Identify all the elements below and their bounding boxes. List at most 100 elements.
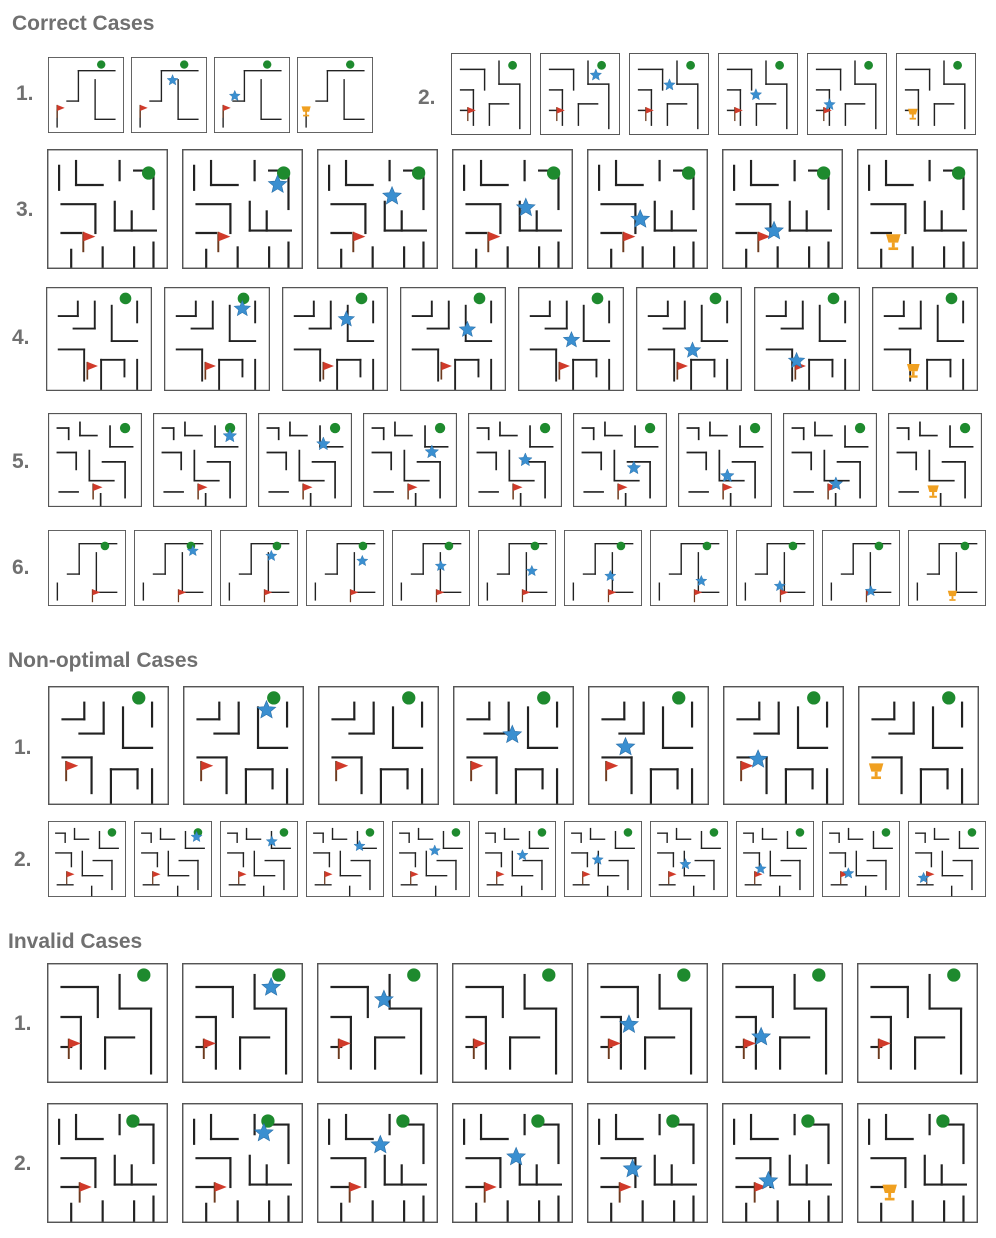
- green-dot-icon: [807, 691, 821, 705]
- maze-frame: [718, 53, 799, 136]
- green-dot-icon: [355, 292, 368, 305]
- red-flag-icon: [606, 760, 619, 771]
- section-title-nonoptimal: Non-optimal Cases: [8, 649, 199, 672]
- blue-star-icon: [190, 830, 203, 842]
- blue-star-icon: [222, 428, 238, 443]
- maze-frame: [318, 686, 440, 806]
- maze-frame: [629, 53, 710, 136]
- maze-border: [587, 1103, 709, 1224]
- blue-star-icon: [337, 310, 356, 327]
- maze-frame: [908, 530, 987, 607]
- maze-frame: [858, 686, 980, 806]
- green-dot-icon: [365, 828, 375, 837]
- green-dot-icon: [358, 541, 368, 551]
- red-flag-icon: [178, 589, 187, 596]
- green-dot-icon: [812, 968, 826, 982]
- maze-frame: [723, 686, 845, 806]
- maze-border: [636, 287, 743, 392]
- maze-border: [858, 686, 980, 806]
- trophy-base: [909, 117, 916, 120]
- green-dot-icon: [237, 292, 250, 305]
- blue-star-icon: [502, 724, 523, 744]
- maze-frame: [48, 821, 127, 898]
- maze-frame: [258, 413, 353, 508]
- trophy-icon: [947, 590, 958, 597]
- trophy-base: [929, 495, 937, 498]
- maze-frame: [453, 686, 575, 806]
- green-dot-icon: [749, 422, 761, 434]
- maze-frame: [214, 57, 291, 134]
- maze-border: [587, 963, 709, 1084]
- green-dot-icon: [775, 60, 784, 70]
- maze-border: [306, 530, 385, 607]
- red-flag-icon: [559, 361, 570, 371]
- maze-frame: [888, 413, 983, 508]
- row-label: 4.: [12, 326, 30, 349]
- blue-star-icon: [720, 468, 735, 483]
- blue-star-icon: [751, 1026, 772, 1046]
- row-label: 1.: [14, 1012, 32, 1035]
- maze-frame: [478, 530, 557, 607]
- green-dot-icon: [942, 691, 956, 705]
- green-dot-icon: [126, 1114, 140, 1128]
- green-dot-icon: [959, 422, 971, 434]
- green-dot-icon: [709, 292, 722, 305]
- green-dot-icon: [854, 422, 866, 434]
- maze-frame: [650, 821, 729, 898]
- maze-frame: [317, 149, 439, 270]
- blue-star-icon: [618, 1014, 639, 1034]
- red-flag-icon: [758, 231, 771, 242]
- maze-frame: [220, 530, 299, 607]
- green-dot-icon: [279, 828, 289, 837]
- maze-frame: [452, 1103, 574, 1224]
- green-dot-icon: [644, 422, 656, 434]
- green-dot-icon: [263, 60, 272, 69]
- maze-frame: [736, 821, 815, 898]
- trophy-icon: [927, 485, 939, 492]
- green-dot-icon: [864, 60, 873, 70]
- green-dot-icon: [591, 292, 604, 305]
- maze-frame: [134, 821, 213, 898]
- maze-border: [297, 57, 374, 134]
- green-dot-icon: [947, 968, 961, 982]
- red-flag-icon: [198, 483, 208, 492]
- maze-frame: [297, 57, 374, 134]
- red-flag-icon: [619, 1182, 632, 1192]
- maze-border: [164, 287, 271, 392]
- green-dot-icon: [945, 292, 958, 305]
- maze-frame: [588, 686, 710, 806]
- green-dot-icon: [539, 422, 551, 434]
- red-flag-icon: [338, 1038, 351, 1049]
- blue-star-icon: [516, 849, 529, 861]
- maze-border: [650, 530, 729, 607]
- trophy-icon: [886, 234, 901, 243]
- green-dot-icon: [936, 1114, 950, 1128]
- maze-frame: [587, 963, 709, 1084]
- trophy-stem: [891, 242, 895, 248]
- maze-frame: [47, 963, 169, 1084]
- blue-star-icon: [506, 1146, 527, 1166]
- maze-frame: [452, 963, 574, 1084]
- maze-frame: [392, 530, 471, 607]
- blue-star-icon: [228, 89, 241, 102]
- red-flag-icon: [353, 231, 366, 242]
- maze-border: [451, 53, 532, 136]
- maze-border: [872, 287, 979, 392]
- maze-frame: [722, 963, 844, 1084]
- row-label: 3.: [16, 198, 34, 221]
- trophy-stem: [951, 596, 954, 600]
- blue-star-icon: [615, 736, 636, 756]
- blue-star-icon: [428, 844, 441, 856]
- red-flag-icon: [734, 107, 743, 114]
- red-flag-icon: [79, 1182, 92, 1192]
- trophy-icon: [882, 1184, 897, 1193]
- maze-frame: [587, 149, 709, 270]
- red-flag-icon: [350, 589, 359, 596]
- blue-star-icon: [267, 174, 288, 194]
- maze-frame: [564, 821, 643, 898]
- green-dot-icon: [451, 828, 461, 837]
- green-dot-icon: [119, 422, 131, 434]
- green-dot-icon: [816, 166, 831, 180]
- green-dot-icon: [597, 60, 606, 70]
- red-flag-icon: [668, 871, 677, 878]
